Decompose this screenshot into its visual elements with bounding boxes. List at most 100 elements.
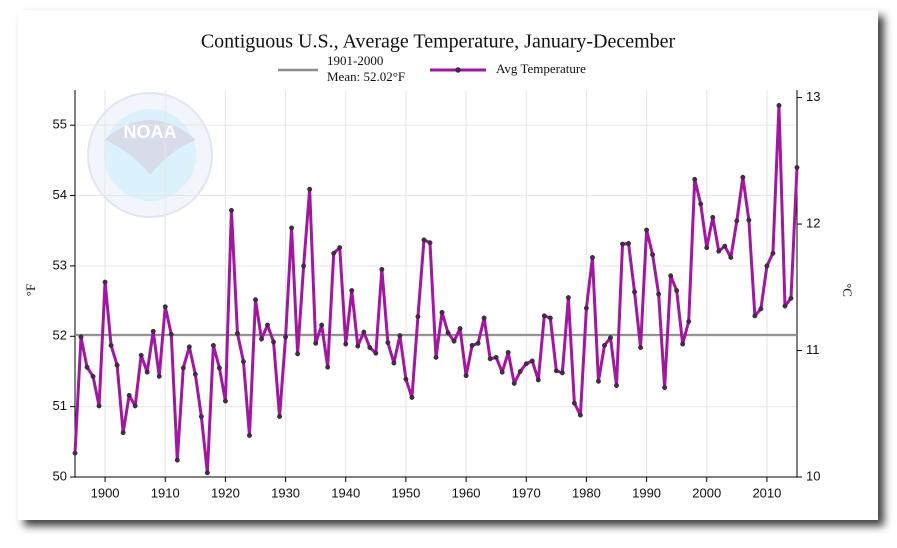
data-point <box>367 345 373 350</box>
data-point <box>589 255 595 260</box>
data-point <box>439 309 445 315</box>
data-point <box>289 225 295 231</box>
data-point <box>644 227 650 233</box>
data-point <box>463 373 469 379</box>
data-point <box>535 377 541 383</box>
data-point <box>632 289 637 295</box>
data-point <box>409 395 415 400</box>
data-point <box>186 344 192 350</box>
data-point <box>475 340 481 346</box>
data-point <box>228 207 234 213</box>
x-tick-label: 1970 <box>512 485 541 500</box>
data-point <box>794 164 800 170</box>
y-tick-label: 52 <box>53 328 67 343</box>
data-point <box>96 403 102 409</box>
data-point <box>722 243 728 249</box>
data-point <box>710 214 716 220</box>
data-point <box>138 352 144 358</box>
data-point <box>421 237 427 243</box>
data-point <box>469 342 475 348</box>
data-point <box>259 336 264 342</box>
data-point <box>565 295 571 301</box>
data-point <box>210 342 216 348</box>
y2-tick-label: 12 <box>806 215 820 230</box>
data-point <box>433 354 439 360</box>
data-point <box>355 343 361 349</box>
data-point <box>397 333 403 339</box>
data-point <box>132 403 138 409</box>
data-point <box>241 359 246 365</box>
data-point <box>596 378 601 384</box>
data-point <box>313 340 319 346</box>
data-point <box>301 263 307 269</box>
data-point <box>529 358 535 364</box>
data-point <box>662 385 668 391</box>
legend-label: Mean: 52.02°F <box>327 69 405 84</box>
data-point <box>451 338 457 344</box>
noaa-logo: NOAA <box>87 92 213 218</box>
data-point <box>162 304 168 310</box>
data-point <box>752 313 758 319</box>
data-point <box>102 279 108 285</box>
data-point <box>150 328 156 334</box>
data-point <box>788 295 794 301</box>
data-point <box>361 329 367 335</box>
data-point <box>620 241 625 247</box>
data-point <box>493 354 499 360</box>
y-tick-label: 51 <box>53 398 67 413</box>
x-tick-label: 1930 <box>271 485 300 500</box>
data-point <box>120 430 126 436</box>
data-point <box>776 103 782 108</box>
data-point <box>782 303 788 309</box>
data-point <box>277 414 283 419</box>
data-point <box>379 266 385 272</box>
data-point <box>337 245 343 251</box>
data-point <box>626 240 631 246</box>
data-point <box>216 365 222 371</box>
data-point <box>349 288 355 293</box>
data-point <box>656 291 662 297</box>
data-point <box>198 414 204 419</box>
data-point <box>547 315 553 321</box>
data-point <box>577 412 583 418</box>
data-point <box>325 364 331 370</box>
data-point <box>307 186 313 192</box>
data-point <box>614 383 619 388</box>
data-point <box>746 217 752 223</box>
data-point <box>680 341 686 347</box>
data-point <box>668 273 674 279</box>
data-point <box>180 365 186 371</box>
data-point <box>686 319 692 324</box>
data-point <box>716 248 722 254</box>
data-point <box>517 369 523 374</box>
data-point <box>487 356 493 362</box>
x-tick-label: 1920 <box>211 485 240 500</box>
data-point <box>391 360 397 366</box>
data-point <box>457 326 463 331</box>
data-point <box>144 369 150 375</box>
data-point <box>650 252 656 258</box>
x-tick-label: 1950 <box>391 485 420 500</box>
data-point <box>174 457 180 463</box>
data-point <box>385 340 391 346</box>
data-point <box>427 240 433 246</box>
data-point <box>84 364 90 370</box>
x-tick-label: 1910 <box>151 485 180 500</box>
data-point <box>608 335 613 341</box>
y-tick-label: 55 <box>53 117 67 132</box>
data-point <box>253 297 258 303</box>
data-point <box>583 305 589 311</box>
y2-axis-label: °C <box>840 283 855 297</box>
y-axis-label: °F <box>23 284 38 296</box>
data-point <box>758 306 764 312</box>
data-point <box>78 334 84 340</box>
data-point <box>126 392 132 398</box>
data-point <box>674 288 680 293</box>
data-point <box>571 400 577 406</box>
data-point <box>247 433 252 438</box>
data-point <box>704 245 710 251</box>
y2-tick-label: 10 <box>806 468 820 483</box>
data-point <box>204 470 210 476</box>
